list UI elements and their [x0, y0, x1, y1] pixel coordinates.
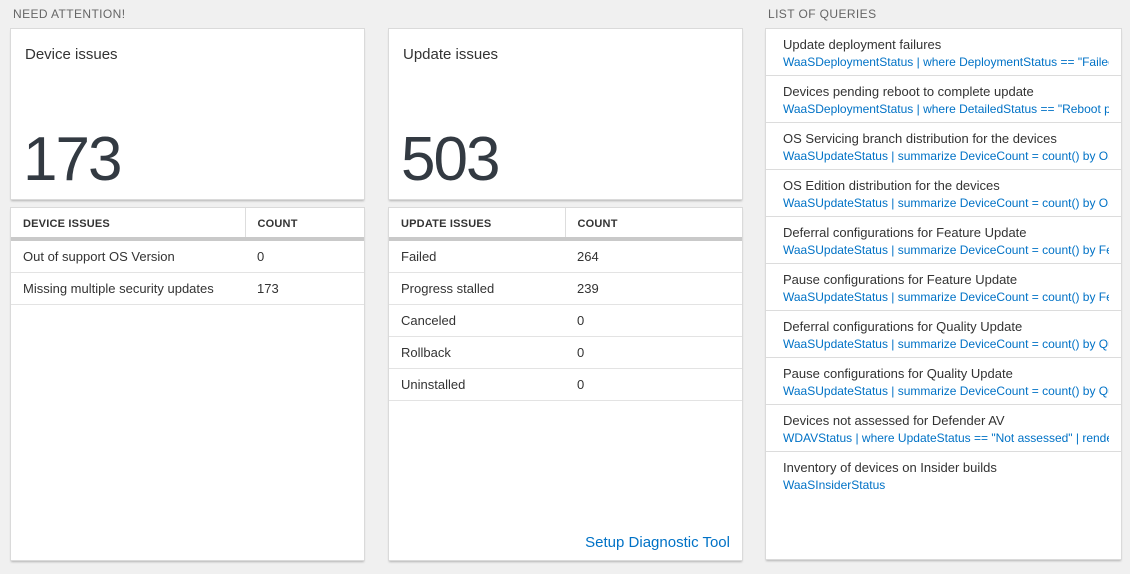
queries-column: LIST OF QUERIES Update deployment failur…: [765, 0, 1122, 560]
issue-label-cell: Progress stalled: [389, 272, 565, 305]
query-text: WaaSUpdateStatus | summarize DeviceCount…: [783, 384, 1109, 398]
query-item[interactable]: Update deployment failures WaaSDeployment…: [766, 29, 1121, 76]
issue-label-cell: Out of support OS Version: [11, 239, 245, 273]
query-item[interactable]: Devices not assessed for Defender AV WDAV…: [766, 405, 1121, 452]
device-issues-tile[interactable]: Device issues 173: [10, 28, 365, 200]
spacer-header: [388, 0, 743, 22]
query-item[interactable]: OS Servicing branch distribution for the…: [766, 123, 1121, 170]
update-issues-tile[interactable]: Update issues 503: [388, 28, 743, 200]
update-issues-table: UPDATE ISSUES COUNT Failed 264 Progress st…: [389, 208, 742, 401]
query-title: Devices pending reboot to complete updat…: [783, 84, 1034, 99]
query-title: Deferral configurations for Quality Upda…: [783, 319, 1023, 334]
query-item[interactable]: Inventory of devices on Insider builds Wa…: [766, 452, 1121, 499]
query-text: WaaSDeploymentStatus | where DetailedSta…: [783, 102, 1109, 116]
table-row[interactable]: Canceled 0: [389, 304, 742, 337]
table-row[interactable]: Failed 264: [389, 239, 742, 273]
query-item[interactable]: OS Edition distribution for the devices W…: [766, 170, 1121, 217]
issue-count-cell: 239: [565, 272, 742, 305]
issue-label-cell: Rollback: [389, 336, 565, 369]
issue-label-cell: Canceled: [389, 304, 565, 337]
table-row[interactable]: Uninstalled 0: [389, 368, 742, 401]
table-row[interactable]: Out of support OS Version 0: [11, 239, 364, 273]
count-column-header: COUNT: [245, 208, 364, 241]
device-issues-count: 173: [23, 125, 122, 194]
query-item[interactable]: Pause configurations for Quality Update W…: [766, 358, 1121, 405]
need-attention-column-left: NEED ATTENTION! Device issues 173 DEVICE…: [10, 0, 365, 561]
device-issues-table: DEVICE ISSUES COUNT Out of support OS Ve…: [11, 208, 364, 305]
query-title: Pause configurations for Quality Update: [783, 366, 1013, 381]
query-title: Deferral configurations for Feature Upda…: [783, 225, 1027, 240]
device-issues-title: Device issues: [25, 46, 118, 63]
table-row[interactable]: Rollback 0: [389, 336, 742, 369]
query-title: Update deployment failures: [783, 37, 942, 52]
query-text: WDAVStatus | where UpdateStatus == "Not …: [783, 431, 1109, 445]
issue-label-cell: Failed: [389, 239, 565, 273]
issue-count-cell: 0: [245, 239, 364, 273]
query-title: OS Edition distribution for the devices: [783, 178, 1000, 193]
table-row[interactable]: Missing multiple security updates 173: [11, 272, 364, 305]
query-list-tile: Update deployment failures WaaSDeployment…: [765, 28, 1122, 560]
device-issues-header-row: DEVICE ISSUES COUNT: [11, 208, 364, 241]
query-item[interactable]: Devices pending reboot to complete updat…: [766, 76, 1121, 123]
issue-count-cell: 0: [565, 304, 742, 337]
query-text: WaaSUpdateStatus | summarize DeviceCount…: [783, 243, 1109, 257]
query-item[interactable]: Pause configurations for Feature Update W…: [766, 264, 1121, 311]
need-attention-column-mid: Update issues 503 UPDATE ISSUES COUNT Fa…: [388, 0, 743, 561]
issue-label-cell: Missing multiple security updates: [11, 272, 245, 305]
query-title: Devices not assessed for Defender AV: [783, 413, 1005, 428]
update-issues-header-row: UPDATE ISSUES COUNT: [389, 208, 742, 241]
device-issues-table-tile: DEVICE ISSUES COUNT Out of support OS Ve…: [10, 207, 365, 561]
query-text: WaaSUpdateStatus | summarize DeviceCount…: [783, 290, 1109, 304]
query-item[interactable]: Deferral configurations for Feature Upda…: [766, 217, 1121, 264]
update-issues-count: 503: [401, 125, 500, 194]
setup-diagnostic-tool-link[interactable]: Setup Diagnostic Tool: [585, 534, 730, 551]
query-title: OS Servicing branch distribution for the…: [783, 131, 1057, 146]
query-title: Pause configurations for Feature Update: [783, 272, 1018, 287]
issue-count-cell: 0: [565, 336, 742, 369]
issue-label-cell: Uninstalled: [389, 368, 565, 401]
count-column-header: COUNT: [565, 208, 742, 241]
issue-count-cell: 173: [245, 272, 364, 305]
query-text: WaaSDeploymentStatus | where DeploymentS…: [783, 55, 1109, 69]
query-text: WaaSUpdateStatus | summarize DeviceCount…: [783, 337, 1109, 351]
query-title: Inventory of devices on Insider builds: [783, 460, 997, 475]
query-text: WaaSUpdateStatus | summarize DeviceCount…: [783, 149, 1109, 163]
query-text: WaaSUpdateStatus | summarize DeviceCount…: [783, 196, 1109, 210]
update-issues-table-tile: UPDATE ISSUES COUNT Failed 264 Progress st…: [388, 207, 743, 561]
list-of-queries-header: LIST OF QUERIES: [768, 7, 877, 21]
table-row[interactable]: Progress stalled 239: [389, 272, 742, 305]
issue-count-cell: 0: [565, 368, 742, 401]
query-text: WaaSInsiderStatus: [783, 478, 886, 492]
issue-count-cell: 264: [565, 239, 742, 273]
device-issues-column-header: DEVICE ISSUES: [11, 208, 246, 241]
need-attention-header: NEED ATTENTION!: [13, 7, 126, 21]
update-issues-column-header: UPDATE ISSUES: [389, 208, 566, 241]
query-item[interactable]: Deferral configurations for Quality Upda…: [766, 311, 1121, 358]
update-issues-title: Update issues: [403, 46, 499, 63]
